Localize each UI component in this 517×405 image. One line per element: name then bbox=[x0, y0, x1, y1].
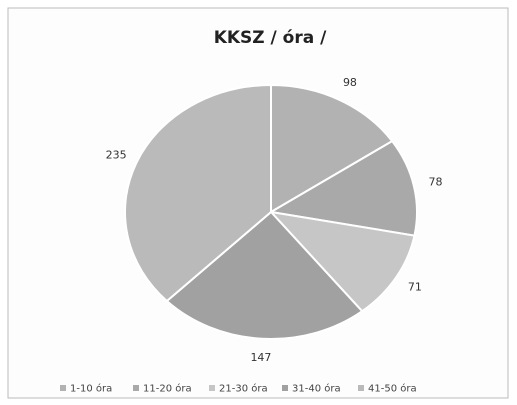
data-label: 147 bbox=[250, 351, 271, 364]
data-label: 71 bbox=[408, 280, 422, 293]
data-label: 78 bbox=[428, 176, 442, 189]
legend-label: 31-40 óra bbox=[292, 383, 341, 395]
legend-label: 21-30 óra bbox=[219, 383, 268, 395]
pie-slice bbox=[268, 139, 418, 237]
data-label: 235 bbox=[106, 149, 127, 162]
pie-slice bbox=[270, 83, 394, 214]
legend-swatch bbox=[282, 385, 288, 391]
legend-label: 1-10 óra bbox=[70, 383, 112, 395]
legend-label: 11-20 óra bbox=[143, 383, 192, 395]
legend-label: 41-50 óra bbox=[368, 383, 417, 395]
chart-title: KKSZ / óra / bbox=[214, 28, 327, 48]
pie-slice bbox=[268, 210, 416, 313]
legend-swatch bbox=[133, 385, 139, 391]
legend-swatch bbox=[358, 385, 364, 391]
pie-slice bbox=[165, 210, 364, 340]
legend-swatch bbox=[60, 385, 66, 391]
pie-slice bbox=[124, 83, 272, 303]
data-label: 98 bbox=[343, 76, 357, 89]
legend-swatch bbox=[209, 385, 215, 391]
